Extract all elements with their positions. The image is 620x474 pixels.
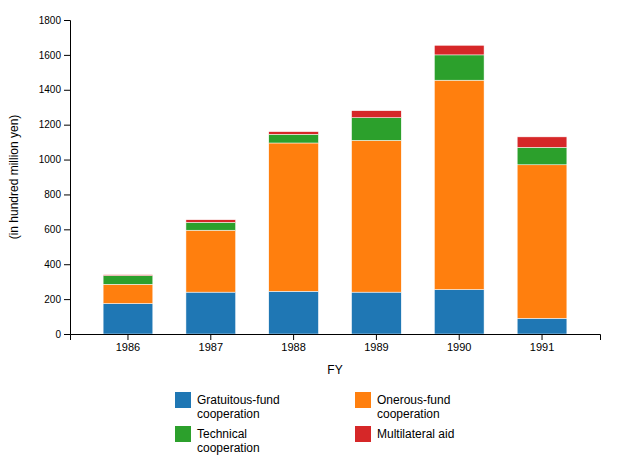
legend-item: Technicalcooperation [175,426,260,455]
tick-label: 400 [44,259,61,270]
bar-segment [103,303,153,334]
tick-mark [64,125,70,126]
tick-mark [64,264,70,265]
bar-segment [517,147,567,164]
series [103,80,567,318]
bar-segment [269,143,319,291]
tick: 1400 [39,84,70,95]
tick: 1989 [364,334,388,353]
tick-label: 1986 [116,341,140,353]
tick-mark [64,20,70,21]
legend-label: Multilateral aid [377,427,454,441]
tick-label: 1800 [39,15,62,26]
tick-label: 1988 [281,341,305,353]
tick: 600 [44,224,70,235]
tick: 1200 [39,119,70,130]
tick: 1990 [447,334,471,353]
axis-line [64,21,71,335]
tick: 1988 [281,334,305,353]
tick-mark [64,334,70,335]
tick-label: 1991 [530,341,554,353]
legend-swatch [175,426,191,442]
legend-swatch [355,392,371,408]
bar-segment [352,140,402,292]
legend-item: Multilateral aid [355,426,454,442]
y-axis: 0 200 400 600 800 1000 1200 1400 1600 1800 [39,15,71,340]
bar-segment [352,292,402,334]
axis-line [71,335,601,341]
tick-label: 800 [44,189,61,200]
bar-segment [352,111,402,118]
tick: 0 [55,329,70,340]
bar-segment [269,291,319,334]
bar-segment [517,137,567,147]
tick-mark [542,334,543,340]
bar-segment [434,55,484,80]
chart: 0200400600800100012001400160018001986198… [0,0,620,474]
tick-label: 1990 [447,341,471,353]
bar-segment [517,165,567,319]
x-axis: 1986 1987 1988 1989 1990 1991 [71,334,601,353]
bar-segment [103,284,153,303]
tick-mark [64,55,70,56]
tick-label: 1600 [39,50,62,61]
tick-label: 1200 [39,119,62,130]
tick-label: 0 [55,329,61,340]
tick-mark [64,160,70,161]
bar-segment [352,118,402,141]
bar-segment [186,222,236,230]
x-axis-title: FY [327,363,342,377]
tick-mark [64,194,70,195]
tick-mark [64,299,70,300]
tick: 1800 [39,15,70,26]
y-axis-title: (in hundred million yen) [7,115,21,240]
bar-segment [434,45,484,55]
tick: 800 [44,189,70,200]
bar-segment [103,276,153,285]
bar-segment [186,292,236,334]
legend-item: Onerous-fundcooperation [355,392,450,421]
bar-segment [186,220,236,223]
legend-label: Technicalcooperation [197,427,260,455]
bar-segment [434,80,484,289]
bar-segment [186,230,236,292]
tick: 1991 [530,334,554,353]
legend-swatch [355,426,371,442]
bar-segment [269,132,319,135]
bars [103,45,567,334]
tick-label: 1987 [199,341,223,353]
bar-segment [103,274,153,276]
bar-segment [517,318,567,334]
tick: 200 [44,294,70,305]
legend-label: Onerous-fundcooperation [377,393,450,421]
legend: Gratuitous-fundcooperation Onerous-fundco… [175,392,454,455]
tick: 400 [44,259,70,270]
legend-swatch [175,392,191,408]
tick-mark [459,334,460,340]
tick-mark [127,334,128,340]
tick-mark [64,229,70,230]
series [103,55,567,284]
legend-item: Gratuitous-fundcooperation [175,392,280,421]
tick-label: 1000 [39,154,62,165]
series [103,290,567,334]
tick: 1600 [39,50,70,61]
tick-label: 600 [44,224,61,235]
tick-mark [64,90,70,91]
bar-segment [434,290,484,334]
tick: 1986 [116,334,140,353]
legend-label: Gratuitous-fundcooperation [197,393,280,421]
tick-label: 1989 [364,341,388,353]
tick-mark [293,334,294,340]
tick-mark [376,334,377,340]
bar-segment [269,134,319,143]
tick: 1000 [39,154,70,165]
plot: 0200400600800100012001400160018001986198… [39,15,601,353]
series [103,45,567,275]
tick-label: 1400 [39,84,62,95]
tick-mark [210,334,211,340]
tick: 1987 [199,334,223,353]
tick-label: 200 [44,294,61,305]
